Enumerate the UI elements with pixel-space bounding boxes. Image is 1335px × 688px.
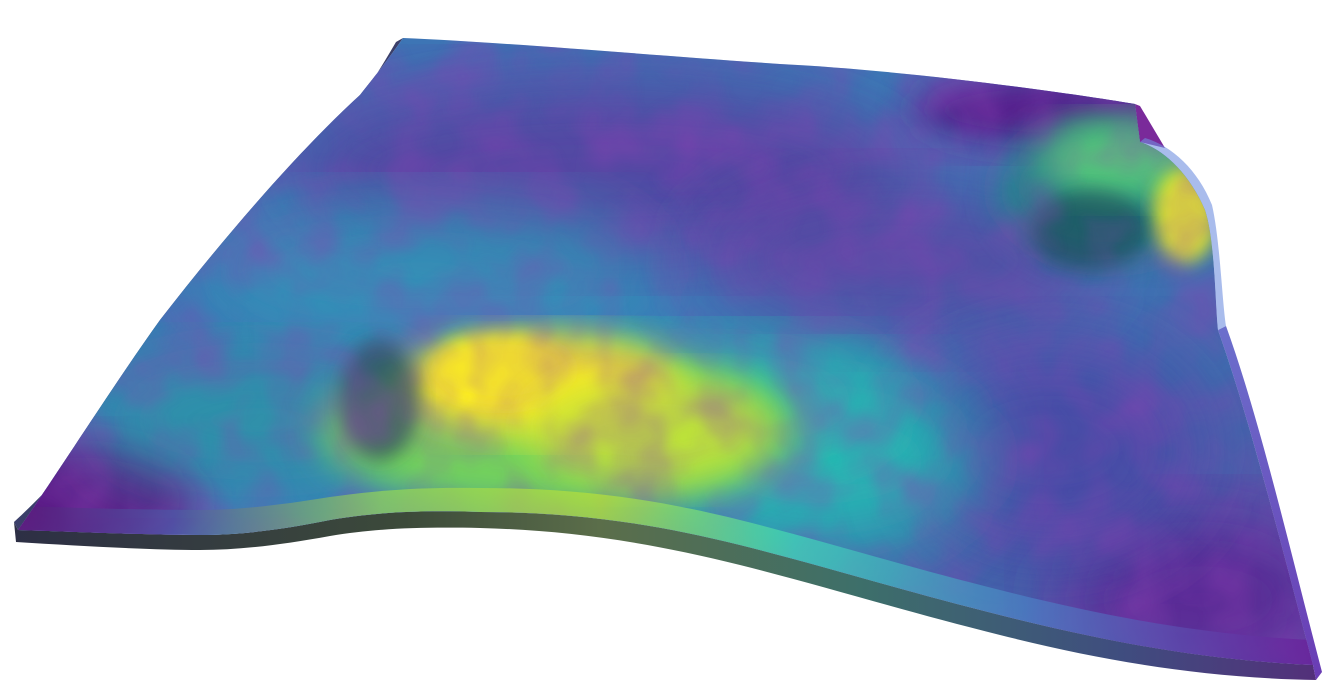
right-rim-highlight xyxy=(1140,138,1226,330)
slab-front-side xyxy=(14,511,1316,680)
slab-back-right-side xyxy=(1135,104,1165,148)
slab-right-side xyxy=(1218,326,1322,680)
